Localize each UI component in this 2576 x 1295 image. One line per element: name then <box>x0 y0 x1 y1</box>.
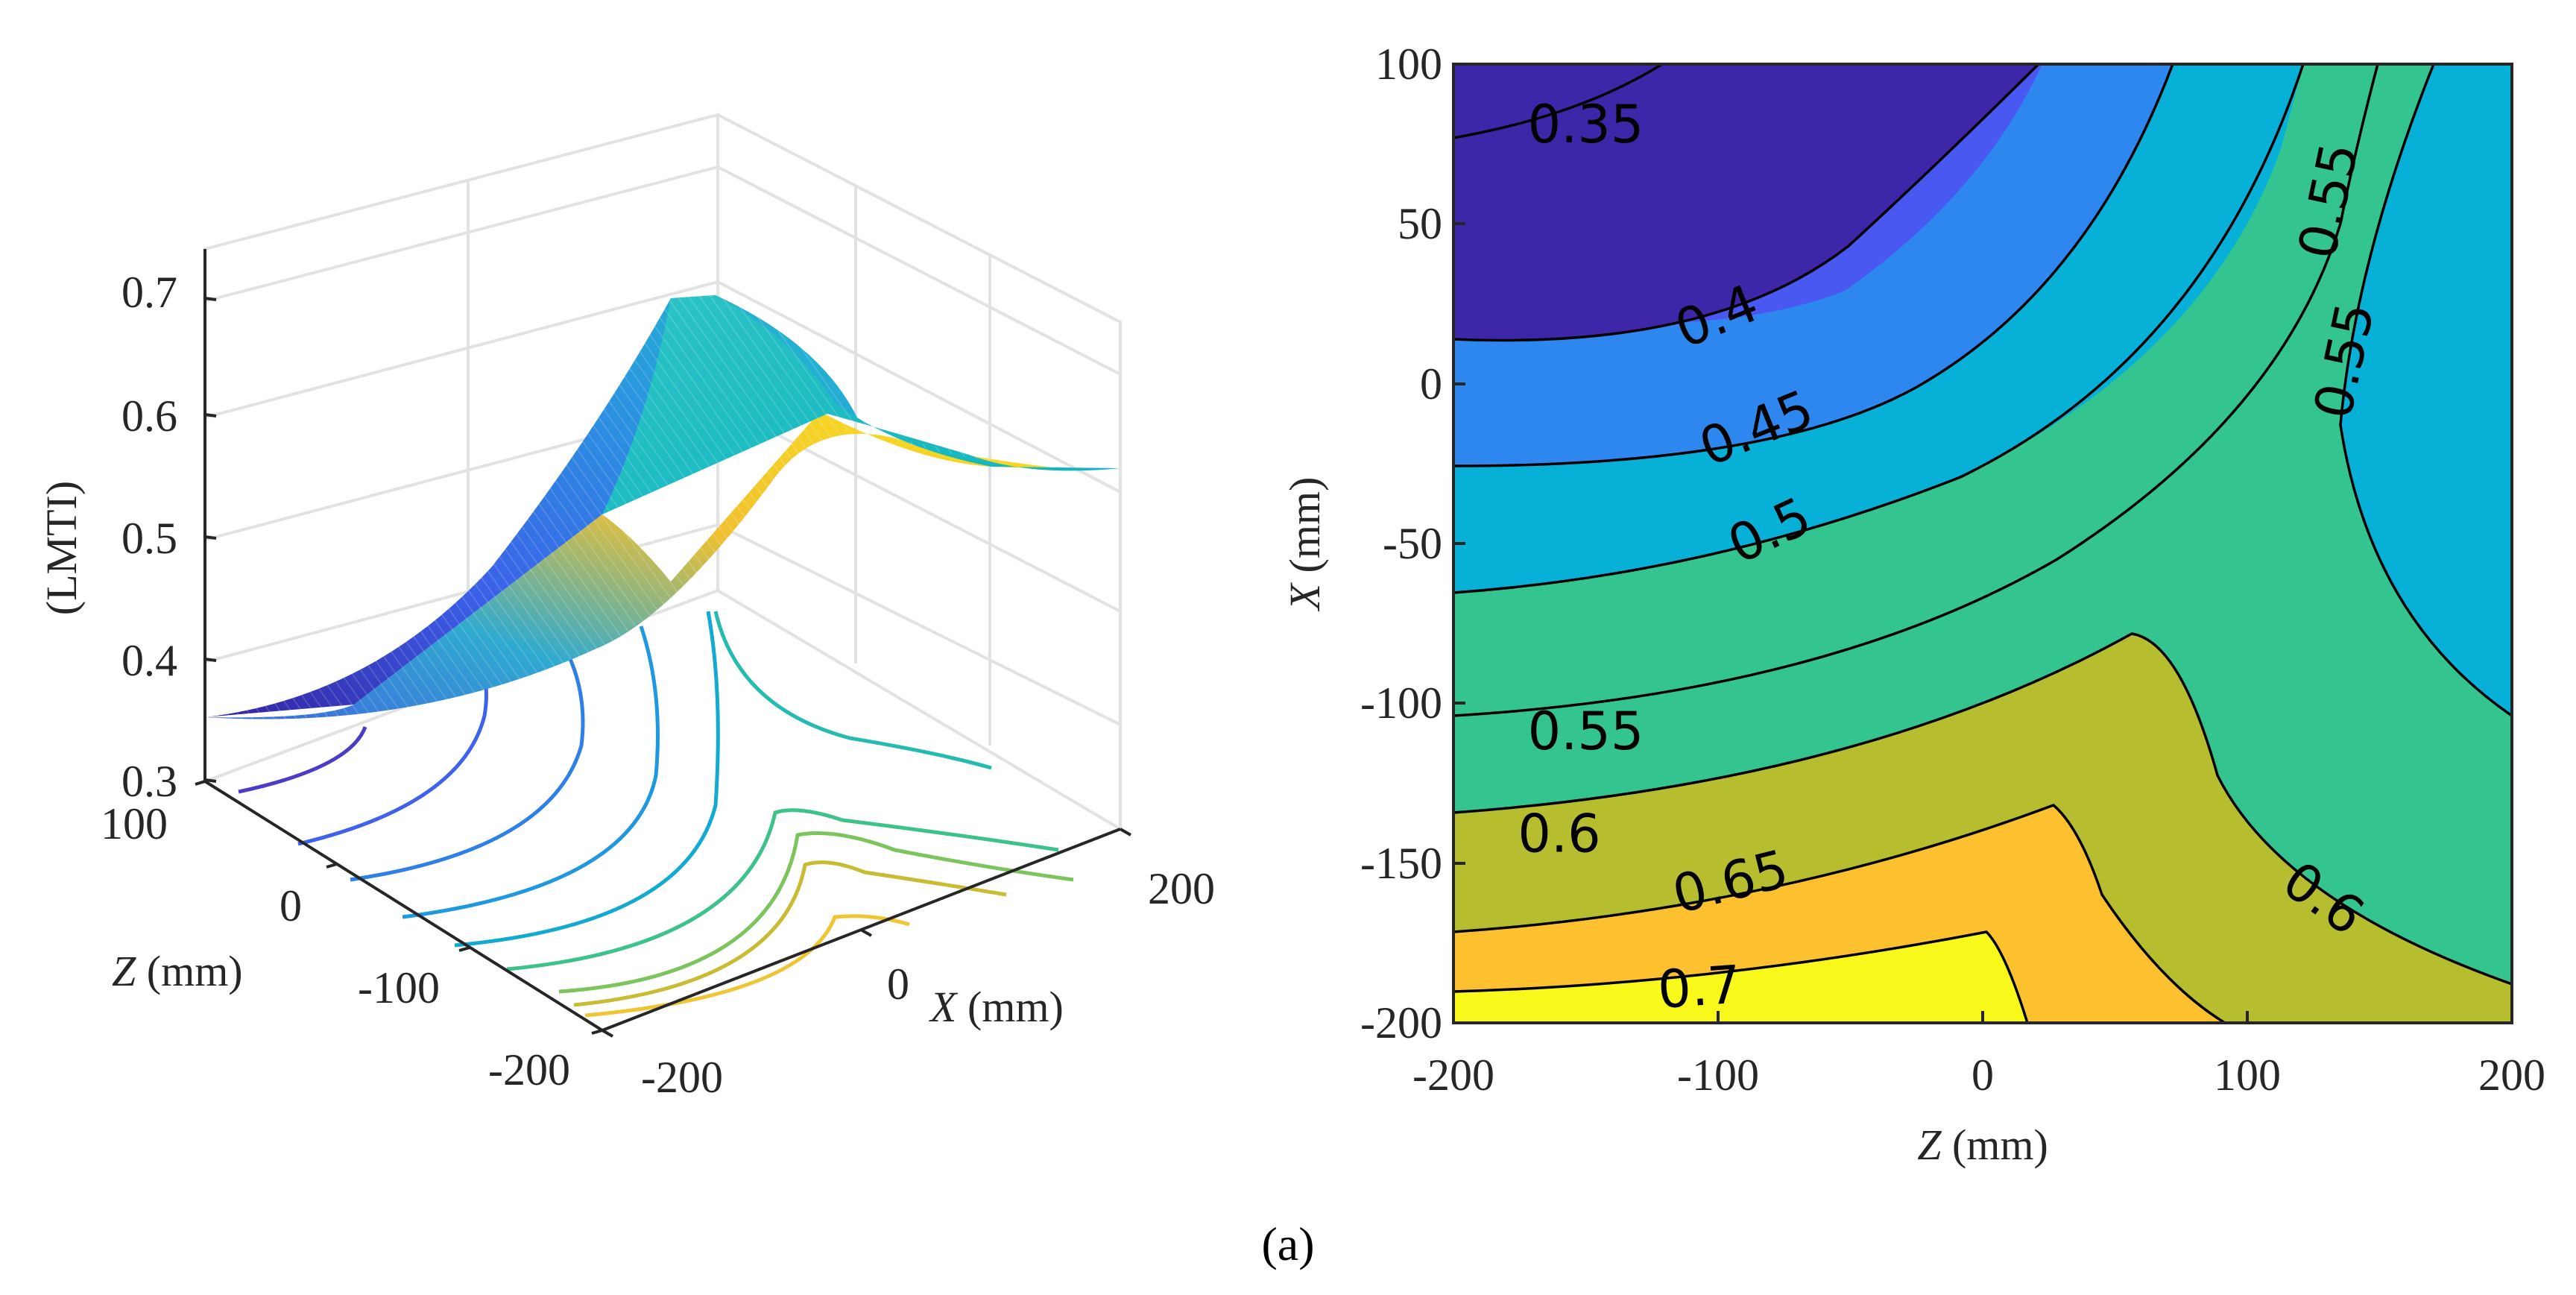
contour-ylabel: X (mm) <box>1281 477 1329 612</box>
surface-depth-tick: -200 <box>488 1045 570 1094</box>
surface-z-tick: 0.3 <box>121 757 177 806</box>
contour-x-tick: -100 <box>1677 1050 1759 1100</box>
contour-y-tick: -150 <box>1360 839 1442 888</box>
surface-mesh-texture <box>205 295 1120 719</box>
level-fill <box>1453 64 2039 341</box>
surface-xlabel-unit: (mm) <box>956 983 1063 1031</box>
surface-z-tick: 0.7 <box>121 268 177 317</box>
floor-contour <box>402 626 660 919</box>
floor-contours <box>238 611 1074 1018</box>
contour-y-tick: 100 <box>1375 40 1442 89</box>
contour-plot: 0.350.40.450.50.550.550.550.60.60.650.7 … <box>1281 40 2545 1169</box>
floor-contour <box>350 636 585 882</box>
contour-fills <box>1453 64 2512 1023</box>
contour-line-0.6 <box>1453 632 2512 986</box>
surface-z-tick: 0.6 <box>121 391 177 441</box>
surface-depth-tick: -100 <box>358 963 440 1012</box>
contour-line-0.55 <box>1453 64 2379 717</box>
contour-label: 0.6 <box>1518 803 1600 864</box>
contour-line-0.55r <box>2339 64 2512 717</box>
contour-y-tick: -50 <box>1383 519 1442 568</box>
contour-y-tick: 50 <box>1398 199 1442 248</box>
contour-x-tick: 200 <box>2478 1050 2545 1100</box>
contour-y-tick: -100 <box>1360 678 1442 728</box>
contour-line-0.35b <box>1453 64 2040 342</box>
surface-mesh <box>205 295 1120 719</box>
surface-zlabel: (LMTI) <box>37 481 86 615</box>
contour-y-tick: 0 <box>1420 359 1442 409</box>
contour-label: 0.7 <box>1655 954 1743 1021</box>
contour-label: 0.55 <box>1528 701 1644 762</box>
contour-line-0.4 <box>1453 64 2174 467</box>
surface-x-tick: 200 <box>1148 864 1215 913</box>
surface-ylabel-unit: (mm) <box>136 947 242 995</box>
floor-contour <box>454 611 720 948</box>
contour-ylabel-var: X <box>1281 582 1329 611</box>
contour-line-0.65 <box>1453 803 2226 1023</box>
surface-depth-tick: 0 <box>280 881 302 930</box>
contour-lines <box>1453 64 2512 1023</box>
surface-xlabel-var: X <box>929 983 959 1031</box>
contour-line-0.35 <box>1453 64 1663 139</box>
contour-tick-marks <box>1453 222 2249 1023</box>
floor-contour <box>506 808 1059 971</box>
level-fill <box>1453 932 2027 1023</box>
surface-z-tick: 0.5 <box>121 514 177 563</box>
surface-axes <box>195 249 1131 1038</box>
level-fill <box>1453 805 2225 1023</box>
floor-contour <box>573 860 1007 1007</box>
contour-xlabel-unit: (mm) <box>1941 1121 2048 1169</box>
surface-ylabel: Z (mm) <box>112 947 243 995</box>
contour-xlabel-var: Z <box>1917 1121 1942 1169</box>
surface-x-tick: 0 <box>887 960 909 1009</box>
contour-ylabel-unit: (mm) <box>1281 477 1329 584</box>
floor-contour <box>584 914 910 1018</box>
contour-xlabel: Z (mm) <box>1917 1121 2048 1169</box>
contour-line-0.5 <box>1453 64 2305 594</box>
floor-contour <box>713 611 992 770</box>
contour-x-tick: 100 <box>2214 1050 2281 1100</box>
contour-y-tick: -200 <box>1360 998 1442 1047</box>
figure-label: (a) <box>1261 1217 1314 1270</box>
floor-contour <box>558 831 1074 994</box>
contour-x-tick: -200 <box>1412 1050 1494 1100</box>
surface-plot: 0.7 0.6 0.5 0.4 0.3 (LMTI) 100 0 -100 -2… <box>37 113 1215 1102</box>
surface-ylabel-var: Z <box>112 947 136 995</box>
surface-depth-tick: 100 <box>101 799 168 848</box>
surface-x-tick: -200 <box>641 1053 723 1102</box>
surface-xlabel: X (mm) <box>929 983 1064 1031</box>
contour-label: 0.35 <box>1528 94 1644 155</box>
floor-contour <box>238 726 367 794</box>
contour-x-tick: 0 <box>1972 1050 1994 1100</box>
surface-z-tick: 0.4 <box>121 636 177 685</box>
contour-line-0.7 <box>1453 930 2029 1023</box>
